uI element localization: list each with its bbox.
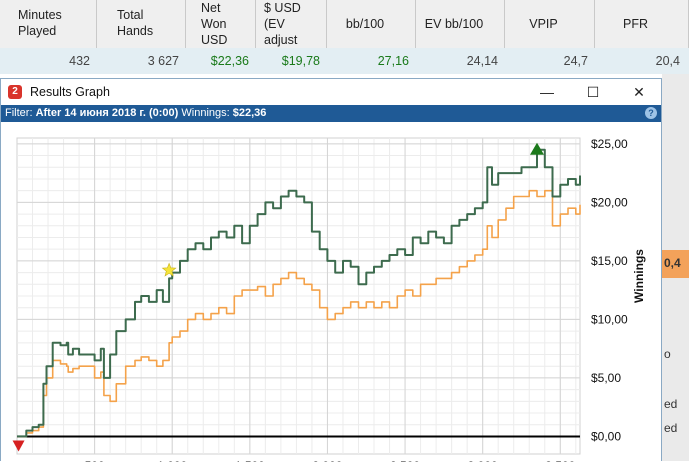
help-icon[interactable]: ? (645, 107, 657, 119)
column-header-line: bb/100 (345, 17, 385, 31)
column-header-2[interactable]: Net Won USD (186, 0, 256, 48)
stat-value-7: 20,4 (655, 54, 680, 68)
column-header-line: Hands (117, 24, 154, 38)
star-marker (161, 262, 177, 277)
y-tick-label: $5,00 (591, 371, 621, 385)
maximize-button[interactable]: ☐ (586, 84, 600, 100)
y-tick-label: $10,00 (591, 312, 628, 326)
underlying-text-4: ed (664, 421, 678, 435)
dialog-titlebar[interactable]: 2 Results Graph — ☐ ✕ (1, 79, 661, 105)
y-tick-label: $15,00 (591, 254, 628, 268)
winnings-value: $22,36 (232, 107, 267, 119)
column-header-line: Total (117, 8, 144, 22)
filter-bar: Filter: After 14 июня 2018 г. (0:00) Win… (1, 105, 661, 122)
results-chart: 5001 0001 5002 0002 5003 0003 500$0,00$5… (12, 137, 646, 467)
results-graph: 5001 0001 5002 0002 5003 0003 500$0,00$5… (1, 122, 661, 467)
stats-values-row (0, 48, 689, 74)
column-header-line: adjust (264, 33, 298, 47)
underlying-text-1: 0,4 (664, 256, 681, 270)
y-tick-label: $0,00 (591, 429, 621, 443)
underlying-text-3: ed (664, 397, 678, 411)
stat-value-0: 432 (69, 54, 90, 68)
min-winnings-marker (12, 440, 25, 452)
stat-value-1: 3 627 (147, 54, 179, 68)
stat-value-4: 27,16 (377, 54, 409, 68)
column-header-6[interactable]: VPIP (505, 0, 595, 48)
stat-value-3: $19,78 (281, 54, 320, 68)
max-winnings-marker (530, 142, 545, 155)
column-header-line: Minutes (18, 8, 62, 22)
y-tick-label: $25,00 (591, 137, 628, 151)
underlying-text-2: o (664, 347, 671, 361)
column-header-line: USD (201, 33, 228, 47)
column-header-line: Net (201, 1, 221, 15)
column-header-line: Played (18, 24, 57, 38)
stat-value-5: 24,14 (466, 54, 498, 68)
close-button[interactable]: ✕ (633, 84, 645, 100)
column-header-line: (EV (264, 17, 285, 31)
app-icon: 2 (8, 85, 22, 99)
column-header-0[interactable]: Minutes Played (0, 0, 97, 48)
column-header-5[interactable]: EV bb/100 (416, 0, 505, 48)
column-header-line: VPIP (529, 17, 558, 31)
series-line-ev (17, 189, 581, 438)
y-axis-label: Winnings (632, 249, 646, 303)
column-header-3[interactable]: $ USD (EV adjust (256, 0, 327, 48)
y-tick-label: $20,00 (591, 195, 628, 209)
column-header-line: PFR (623, 17, 648, 31)
column-header-4[interactable]: bb/100 (327, 0, 416, 48)
filter-text: Filter: After 14 июня 2018 г. (0:00) Win… (5, 105, 266, 122)
column-header-line: Won (201, 17, 227, 31)
dialog-title: Results Graph (30, 85, 110, 99)
column-header-7[interactable]: PFR (595, 0, 689, 48)
series-line-net (17, 148, 581, 438)
stat-value-6: 24,7 (563, 54, 588, 68)
results-graph-dialog: 2 Results Graph — ☐ ✕ Filter: After 14 и… (0, 78, 662, 467)
column-header-line: $ USD (264, 1, 301, 15)
stat-value-2: $22,36 (210, 54, 249, 68)
winnings-label: Winnings: (181, 107, 230, 119)
column-header-line: EV bb/100 (424, 17, 484, 31)
minimize-button[interactable]: — (540, 84, 554, 100)
orange-highlight-cell (662, 250, 689, 278)
filter-prefix: Filter: (5, 107, 33, 119)
stats-header: Minutes Played Total Hands Net Won USD $ USD (EV… (0, 0, 689, 49)
filter-value: After 14 июня 2018 г. (0:00) (35, 107, 179, 119)
column-header-1[interactable]: Total Hands (97, 0, 186, 48)
